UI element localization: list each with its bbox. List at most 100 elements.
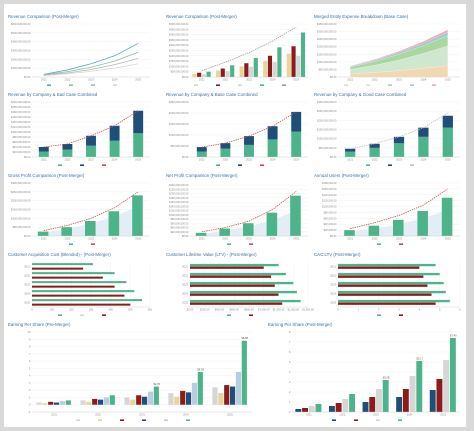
x-tick-label: 100 bbox=[50, 308, 55, 312]
x-tick-label: 2023 bbox=[88, 158, 94, 162]
x-tick-label: 2024 bbox=[112, 237, 118, 241]
y-tick-label: 2 bbox=[289, 390, 291, 394]
y-tick-label: 2025 bbox=[24, 301, 30, 305]
bar bbox=[393, 219, 404, 236]
chart-panel-cac: Customer Acquisition Cost (Blended) - (P… bbox=[6, 252, 154, 320]
x-tick-label: 2022 bbox=[372, 237, 378, 241]
bar bbox=[85, 220, 96, 236]
x-tick-label: 2023 bbox=[88, 78, 94, 82]
stacked-bar bbox=[267, 126, 278, 140]
y-tick-label: $300,000,000.00 bbox=[169, 43, 189, 47]
y-tick-label: 0 bbox=[289, 410, 291, 414]
stacked-bar bbox=[86, 135, 96, 146]
legend-swatch bbox=[142, 419, 146, 421]
y-tick-label: $220,000,000.00 bbox=[11, 100, 31, 104]
y-tick-label: $140,000,000.00 bbox=[169, 204, 189, 208]
x-tick-label: 2024 bbox=[421, 237, 427, 241]
bar bbox=[190, 302, 283, 305]
bar bbox=[32, 303, 131, 306]
stacked-bar bbox=[369, 147, 380, 157]
bar bbox=[286, 53, 291, 77]
x-tick-label: 1 bbox=[358, 308, 360, 312]
y-tick-label: $300,000,000.00 bbox=[11, 181, 31, 185]
y-tick-label: 2023 bbox=[24, 283, 30, 287]
stacked-bar bbox=[62, 144, 73, 150]
bar bbox=[98, 399, 104, 405]
line-series bbox=[201, 111, 297, 148]
chart-title: Revenue Comparison (Post-Merger) bbox=[8, 14, 79, 19]
bar bbox=[335, 403, 342, 412]
y-tick-label: 9 bbox=[29, 337, 31, 341]
bar bbox=[338, 275, 424, 278]
chart-svg: 0 1 2 3 4 5 6 2021 2022 2023 2024 2025 bbox=[330, 262, 461, 316]
bar bbox=[130, 399, 136, 405]
bar bbox=[32, 290, 135, 293]
data-label: $3.28 bbox=[383, 376, 390, 380]
bar bbox=[342, 399, 349, 412]
chart-svg: $0.00 $20,000.00 $40,000.00 $60,000.00 $80,0… bbox=[322, 181, 460, 245]
bar bbox=[103, 397, 110, 405]
bar bbox=[54, 402, 60, 405]
y-tick-label: 2023 bbox=[330, 283, 336, 287]
y-tick-label: $100,000,000.00 bbox=[11, 66, 31, 70]
bar bbox=[180, 390, 186, 405]
y-tick-label: $400,000,000.00 bbox=[169, 33, 189, 37]
stacked-bar bbox=[442, 127, 453, 157]
legend-swatch bbox=[366, 164, 370, 166]
legend-swatch bbox=[227, 314, 231, 316]
y-tick-label: $220,000,000.00 bbox=[169, 187, 189, 191]
legend-swatch bbox=[410, 84, 414, 86]
chart-svg: 0 1 2 3 4 5 6 7 8 2021 2022 2023 2024 2025 $7.40 $5.17 $… bbox=[289, 330, 460, 421]
chart-panel-ltv: Customer Lifetime Value (LTV) - (Post-Me… bbox=[164, 252, 314, 320]
y-tick-label: $120,000.00 bbox=[322, 199, 337, 203]
bar bbox=[190, 272, 286, 276]
y-tick-label: $150,000,000.00 bbox=[317, 52, 337, 56]
y-tick-label: $80,000,000.00 bbox=[12, 135, 31, 139]
stacked-bar bbox=[38, 147, 49, 152]
x-tick-label: 2024 bbox=[407, 413, 413, 417]
chart-panel-gross-profit: Gross Profit Comparison (Post-Merger) $0.… bbox=[6, 173, 154, 249]
x-tick-label: 2025 bbox=[445, 78, 451, 82]
stacked-bar bbox=[267, 139, 278, 157]
bar bbox=[190, 284, 275, 287]
bar bbox=[244, 63, 249, 77]
chart-title: Gross Profit Comparison (Post-Merger) bbox=[8, 173, 85, 178]
bar bbox=[291, 46, 296, 77]
legend-swatch bbox=[388, 164, 392, 166]
x-tick-label: 2025 bbox=[445, 158, 451, 162]
x-tick-label: 2022 bbox=[372, 158, 378, 162]
y-tick-label: $600,000,000.00 bbox=[11, 22, 31, 26]
bar bbox=[32, 267, 84, 270]
bar bbox=[132, 195, 143, 236]
line-series bbox=[43, 51, 139, 76]
y-tick-label: 3 bbox=[29, 381, 31, 385]
x-tick-label: 2021 bbox=[199, 158, 205, 162]
y-tick-label: $250,000,000.00 bbox=[317, 37, 337, 41]
y-tick-label: $0.00 bbox=[182, 234, 189, 238]
y-tick-label: 10 bbox=[28, 330, 31, 334]
y-tick-label: $0.00 bbox=[330, 75, 337, 79]
y-tick-label: $0.00 bbox=[182, 75, 189, 79]
chart-title: Earning Per Share (Pre-Merger) bbox=[8, 322, 71, 327]
x-tick-label: 500 bbox=[128, 308, 133, 312]
chart-title: Earning Per Share (Post-Merger) bbox=[268, 322, 333, 327]
stacked-bar bbox=[196, 151, 207, 157]
y-tick-label: 2024 bbox=[330, 292, 336, 296]
chart-panel-cac-ltv: CAC:LTV (Post-Merger) 0 1 2 3 4 5 6 2021 2022 2023… bbox=[312, 252, 464, 320]
x-tick-label: 2021 bbox=[347, 78, 353, 82]
y-tick-label: 2022 bbox=[330, 274, 336, 278]
x-tick-label: 2023 bbox=[139, 413, 145, 417]
x-tick-label: $1,400.00 bbox=[287, 308, 299, 312]
bar bbox=[48, 401, 54, 405]
y-tick-label: 2024 bbox=[24, 292, 30, 296]
bar bbox=[230, 65, 235, 77]
y-tick-label: $200,000,000.00 bbox=[169, 54, 189, 58]
stacked-bar bbox=[62, 149, 73, 157]
x-tick-label: 2024 bbox=[421, 78, 427, 82]
line-series bbox=[43, 43, 139, 75]
bar bbox=[32, 281, 127, 284]
y-tick-label: 8 bbox=[289, 330, 291, 334]
line-series bbox=[43, 63, 139, 77]
x-tick-label: 2021 bbox=[306, 413, 312, 417]
data-label: $4.59 bbox=[197, 368, 204, 372]
